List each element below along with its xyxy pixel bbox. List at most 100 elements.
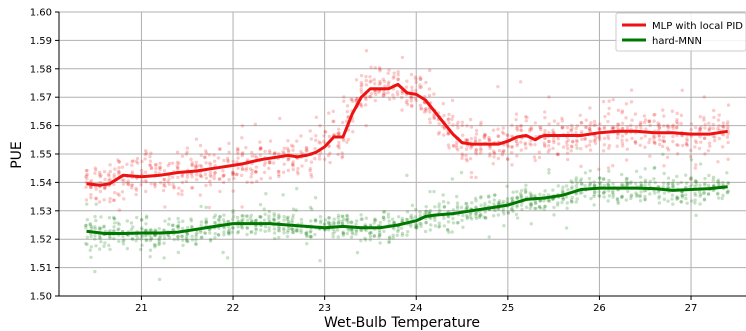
scatter-point <box>647 140 651 145</box>
scatter-point <box>208 237 213 242</box>
scatter-point <box>483 216 488 220</box>
scatter-point <box>204 219 209 224</box>
scatter-point <box>204 176 209 180</box>
scatter-point <box>368 238 372 242</box>
scatter-point <box>245 180 249 184</box>
scatter-point <box>624 158 629 162</box>
scatter-point <box>194 232 198 237</box>
scatter-point <box>372 234 377 238</box>
scatter-point <box>232 172 236 177</box>
scatter-point <box>703 126 707 130</box>
scatter-point <box>638 123 642 128</box>
scatter-point <box>241 213 245 218</box>
scatter-point <box>194 242 198 246</box>
scatter-point <box>621 127 625 131</box>
scatter-point <box>620 141 625 145</box>
scatter-point <box>368 223 373 227</box>
scatter-point <box>616 108 621 113</box>
scatter-point <box>510 145 514 149</box>
scatter-point <box>413 75 418 79</box>
scatter-point <box>726 125 730 129</box>
scatter-point <box>112 173 116 177</box>
scatter-point <box>194 165 198 169</box>
scatter-point <box>483 133 487 137</box>
scatter-point <box>487 200 492 204</box>
scatter-point <box>382 79 387 84</box>
scatter-point <box>593 141 598 145</box>
scatter-point <box>392 220 396 225</box>
scatter-point <box>122 197 126 201</box>
scatter-point <box>726 157 730 161</box>
scatter-point <box>643 197 647 201</box>
scatter-point <box>515 141 520 146</box>
scatter-point <box>305 234 309 239</box>
scatter-point <box>497 201 502 205</box>
scatter-point <box>492 151 496 155</box>
scatter-point <box>222 213 226 217</box>
scatter-point <box>519 195 523 199</box>
scatter-point <box>172 186 176 190</box>
scatter-point <box>313 219 318 223</box>
scatter-point <box>501 199 506 204</box>
scatter-point <box>437 221 441 225</box>
scatter-point <box>424 220 428 225</box>
scatter-point <box>671 139 675 144</box>
scatter-point <box>239 218 244 223</box>
scatter-point <box>597 126 601 131</box>
scatter-point <box>313 232 317 237</box>
scatter-point <box>186 239 190 244</box>
scatter-point <box>221 218 226 222</box>
scatter-point <box>515 216 520 220</box>
scatter-point <box>514 112 519 116</box>
scatter-point <box>248 216 253 220</box>
scatter-point <box>236 147 240 152</box>
x-tick-label: 23 <box>318 303 331 314</box>
scatter-point <box>225 156 230 161</box>
scatter-point <box>157 236 162 240</box>
scatter-point <box>534 201 538 205</box>
scatter-point <box>720 145 725 149</box>
scatter-point <box>726 181 730 185</box>
scatter-point <box>620 144 625 148</box>
scatter-point <box>566 188 570 192</box>
scatter-point <box>194 160 198 165</box>
scatter-point <box>157 277 162 282</box>
scatter-point <box>94 218 98 223</box>
scatter-point <box>254 170 258 174</box>
scatter-point <box>130 237 135 241</box>
scatter-point <box>538 192 542 197</box>
scatter-point <box>373 81 377 86</box>
scatter-point <box>195 231 199 235</box>
scatter-point <box>167 177 171 181</box>
scatter-point <box>308 205 313 210</box>
scatter-point <box>496 127 500 131</box>
scatter-point <box>670 185 675 189</box>
scatter-point <box>230 172 235 177</box>
scatter-point <box>121 239 125 243</box>
scatter-point <box>589 121 593 125</box>
scatter-point <box>575 138 579 143</box>
scatter-point <box>231 209 235 213</box>
scatter-point <box>519 188 524 193</box>
scatter-point <box>342 99 346 103</box>
scatter-point <box>712 108 716 113</box>
scatter-point <box>506 157 510 162</box>
scatter-point <box>492 151 497 156</box>
scatter-point <box>496 156 501 161</box>
scatter-point <box>351 232 355 236</box>
scatter-point <box>675 197 679 201</box>
scatter-point <box>222 230 226 234</box>
scatter-point <box>190 234 194 239</box>
scatter-point <box>378 67 382 71</box>
scatter-point <box>158 165 163 169</box>
scatter-point <box>569 128 573 133</box>
scatter-point <box>510 207 514 211</box>
scatter-point <box>482 136 487 140</box>
scatter-point <box>176 250 181 255</box>
scatter-point <box>601 149 606 153</box>
scatter-point <box>199 220 204 224</box>
scatter-point <box>130 237 134 241</box>
scatter-point <box>519 193 523 198</box>
scatter-point <box>121 182 126 186</box>
scatter-point <box>166 233 170 237</box>
